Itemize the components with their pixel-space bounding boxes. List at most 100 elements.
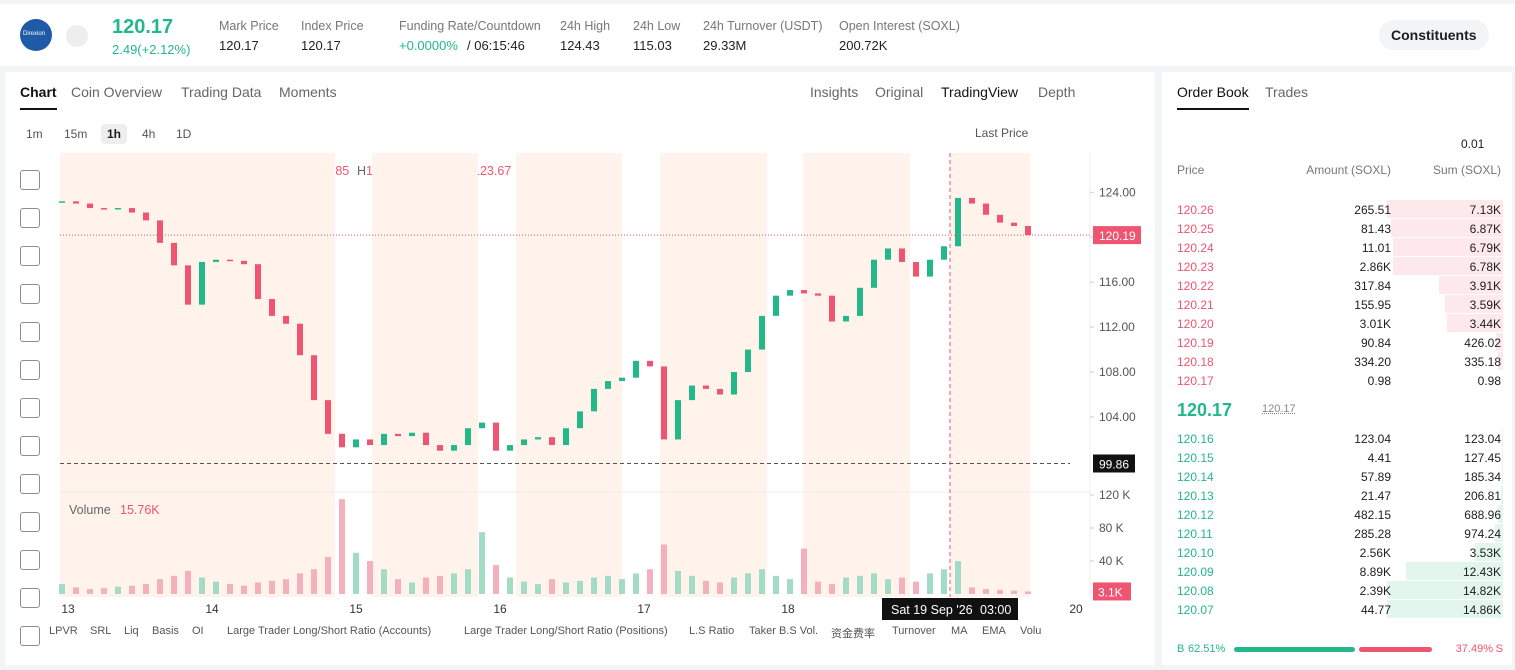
x-tick-label: 17 [637,602,651,616]
indicator[interactable]: LPVR [49,625,78,637]
ob-amount: 155.95 [1354,298,1391,312]
interval[interactable]: 1h [101,124,128,144]
candle [941,246,947,260]
depth-bar [1392,257,1503,275]
drawing-tool[interactable] [20,322,40,342]
candle [325,400,331,434]
tab[interactable]: Chart [20,84,57,110]
ob-sum: 6.79K [1469,241,1501,255]
view-tab[interactable]: Depth [1038,84,1076,100]
stat-label: Mark Price [219,19,279,33]
candle [353,439,359,448]
stat-label: 24h Turnover (USDT) [703,19,823,33]
indicator[interactable]: Volu [1020,625,1042,637]
volume-bar [143,584,149,594]
indicator[interactable]: 资金费率 [831,628,875,640]
ob-price: 120.18 [1177,355,1214,369]
x-tick-label: 16 [493,602,507,616]
volume-tick-label: 120 K [1099,488,1130,502]
drawing-tool[interactable] [20,360,40,380]
ob-amount: 317.84 [1354,279,1391,293]
drawing-tool[interactable] [20,512,40,532]
stat-value: 120.17 [301,38,341,53]
volume-bar [871,573,877,594]
drawing-tool[interactable] [20,626,40,646]
candle [1025,226,1031,236]
last-price-tag [1093,226,1141,245]
candle [563,428,569,446]
volume-bar [367,561,373,594]
candle [395,433,401,437]
depth-bar [1387,600,1503,618]
drawing-tool[interactable] [20,474,40,494]
session-band [60,153,335,597]
candle [171,242,177,266]
ohlc-key: H [357,164,367,178]
ob-tab[interactable]: Order Book [1177,84,1249,110]
indicator[interactable]: L.S Ratio [689,625,735,637]
price-type[interactable]: Last Price [975,126,1029,140]
ob-price: 120.10 [1177,546,1214,560]
ob-amount: 2.86K [1359,260,1391,274]
indicator[interactable]: Large Trader Long/Short Ratio (Positions… [464,625,668,637]
tab[interactable]: Coin Overview [71,84,163,100]
stat-label: Index Price [301,19,364,33]
view-tab[interactable]: Original [875,84,924,100]
tab[interactable]: Trading Data [181,84,262,100]
stat-value: +0.0000% [399,38,458,53]
indicator[interactable]: EMA [982,625,1006,637]
indicator[interactable]: Liq [124,625,139,637]
ob-price: 120.21 [1177,298,1214,312]
stat-label: Open Interest (SOXL) [839,19,960,33]
constituents-button[interactable]: Constituents [1379,20,1489,50]
depth-bar [1495,524,1503,542]
indicator[interactable]: Basis [152,625,179,637]
volume-tick-label: 80 K [1099,521,1124,535]
candle [647,360,653,367]
indicator[interactable]: Large Trader Long/Short Ratio (Accounts) [227,625,432,637]
drawing-tool[interactable] [20,550,40,570]
drawing-tool[interactable] [20,246,40,266]
indicator[interactable]: Taker B.S Vol. [749,625,819,637]
interval[interactable]: 4h [142,127,156,141]
drawing-tool[interactable] [20,284,40,304]
volume-bar [731,577,737,594]
ob-amount: 3.01K [1359,317,1391,331]
indicator[interactable]: OI [192,625,204,637]
drawing-tool[interactable] [20,588,40,608]
candle [969,197,975,204]
x-tick-label: 20 [1069,602,1083,616]
stat-label: Funding Rate/Countdown [399,19,541,33]
interval[interactable]: 15m [64,127,88,141]
buy-bar [1234,647,1356,652]
volume-bar [59,584,65,594]
precision[interactable]: 0.01 [1461,137,1485,151]
ob-tab[interactable]: Trades [1265,84,1309,100]
interval[interactable]: 1m [26,127,43,141]
volume-bar [647,569,653,594]
drawing-tool[interactable] [20,398,40,418]
ob-amount: 44.77 [1360,603,1391,617]
drawing-tool[interactable] [20,436,40,456]
volume-bar [101,588,107,594]
drawing-tool[interactable] [20,170,40,190]
indicator[interactable]: Turnover [892,625,936,637]
interval[interactable]: 1D [176,127,192,141]
depth-bar [1475,543,1503,561]
buy-tag: B [1177,643,1185,655]
drawing-tool[interactable] [20,208,40,228]
tab[interactable]: Moments [279,84,337,100]
logo [20,19,52,51]
ob-price: 120.16 [1177,432,1214,446]
candle [703,385,709,389]
indicator[interactable]: MA [951,625,968,637]
view-tab[interactable]: TradingView [941,84,1019,100]
candle [241,260,247,265]
volume-bar [493,565,499,594]
volume-bar [717,582,723,594]
session-band [660,153,767,597]
view-tab[interactable]: Insights [810,84,859,100]
indicator[interactable]: SRL [90,625,112,637]
favorite[interactable] [66,25,88,47]
